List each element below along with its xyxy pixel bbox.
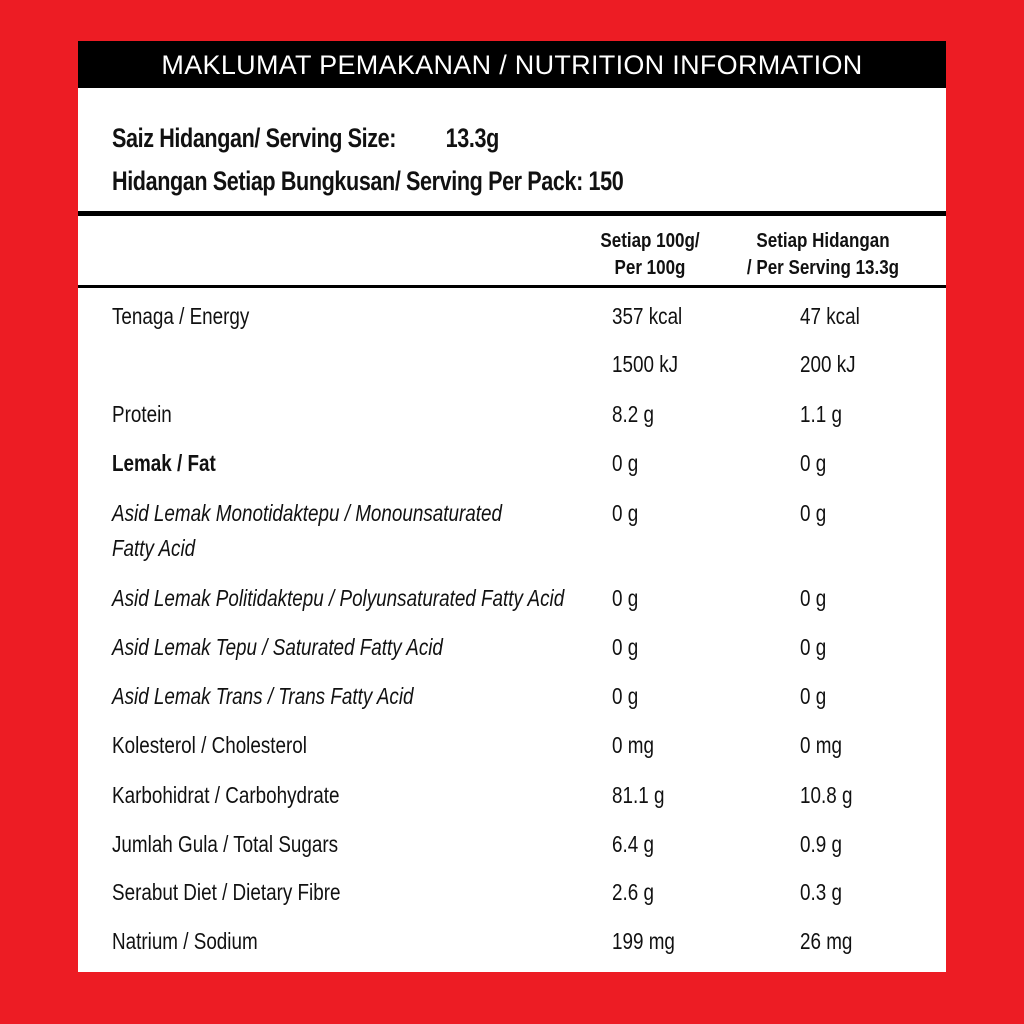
value-per-100g: 8.2 g (612, 401, 654, 427)
value-per-serving: 200 kJ (800, 351, 856, 377)
value-per-serving: 26 mg (800, 928, 853, 954)
value-per-serving: 0 g (800, 450, 827, 476)
nutrient-label: Asid Lemak Tepu / Saturated Fatty Acid (112, 634, 443, 660)
value-per-serving: 1.1 g (800, 401, 842, 427)
servings-per-pack: Hidangan Setiap Bungkusan/ Serving Per P… (112, 166, 624, 197)
nutrient-label-continued: Fatty Acid (112, 535, 196, 561)
value-per-100g: 81.1 g (612, 782, 665, 808)
value-per-100g: 199 mg (612, 928, 675, 954)
nutrient-label: Asid Lemak Politidaktepu / Polyunsaturat… (112, 585, 565, 611)
value-per-serving: 0 g (800, 585, 827, 611)
value-per-100g: 0 mg (612, 732, 654, 758)
nutrient-label: Jumlah Gula / Total Sugars (112, 831, 339, 857)
nutrient-label: Tenaga / Energy (112, 303, 250, 329)
value-per-100g: 0 g (612, 450, 639, 476)
serving-size-label: Saiz Hidangan/ Serving Size: (112, 123, 397, 153)
value-per-100g: 0 g (612, 683, 639, 709)
column-header-per-100g: Setiap 100g/ Per 100g (582, 228, 718, 282)
value-per-serving: 0.3 g (800, 879, 842, 905)
value-per-serving: 0.9 g (800, 831, 842, 857)
divider (78, 285, 946, 288)
column-header-line: Setiap Hidangan (756, 230, 890, 252)
value-per-serving: 10.8 g (800, 782, 853, 808)
nutrient-label: Serabut Diet / Dietary Fibre (112, 879, 341, 905)
nutrient-label: Karbohidrat / Carbohydrate (112, 782, 340, 808)
value-per-serving: 0 g (800, 500, 827, 526)
value-per-serving: 0 g (800, 683, 827, 709)
value-per-100g: 1500 kJ (612, 351, 679, 377)
value-per-100g: 0 g (612, 585, 639, 611)
value-per-100g: 2.6 g (612, 879, 654, 905)
serving-size: Saiz Hidangan/ Serving Size: 13.3g (112, 123, 499, 154)
title-bar: MAKLUMAT PEMAKANAN / NUTRITION INFORMATI… (78, 41, 946, 88)
servings-per-pack-value: 150 (588, 166, 624, 196)
value-per-serving: 47 kcal (800, 303, 860, 329)
value-per-100g: 6.4 g (612, 831, 654, 857)
column-header-line: / Per Serving 13.3g (746, 257, 900, 279)
value-per-100g: 357 kcal (612, 303, 683, 329)
value-per-100g: 0 g (612, 634, 639, 660)
column-header-line: Per 100g (614, 257, 686, 279)
value-per-serving: 0 mg (800, 732, 842, 758)
nutrient-label: Natrium / Sodium (112, 928, 258, 954)
serving-size-value: 13.3g (445, 123, 500, 153)
nutrient-label: Protein (112, 401, 172, 427)
nutrition-panel: MAKLUMAT PEMAKANAN / NUTRITION INFORMATI… (78, 41, 946, 972)
column-header-per-serving: Setiap Hidangan / Per Serving 13.3g (734, 228, 913, 282)
value-per-100g: 0 g (612, 500, 639, 526)
servings-per-pack-label: Hidangan Setiap Bungkusan/ Serving Per P… (112, 166, 583, 196)
nutrient-label: Asid Lemak Monotidaktepu / Monounsaturat… (112, 500, 503, 526)
nutrient-label: Kolesterol / Cholesterol (112, 732, 307, 758)
column-header-line: Setiap 100g/ (600, 230, 700, 252)
divider-thick (78, 211, 946, 216)
value-per-serving: 0 g (800, 634, 827, 660)
nutrient-label: Asid Lemak Trans / Trans Fatty Acid (112, 683, 414, 709)
nutrient-label: Lemak / Fat (112, 450, 216, 476)
